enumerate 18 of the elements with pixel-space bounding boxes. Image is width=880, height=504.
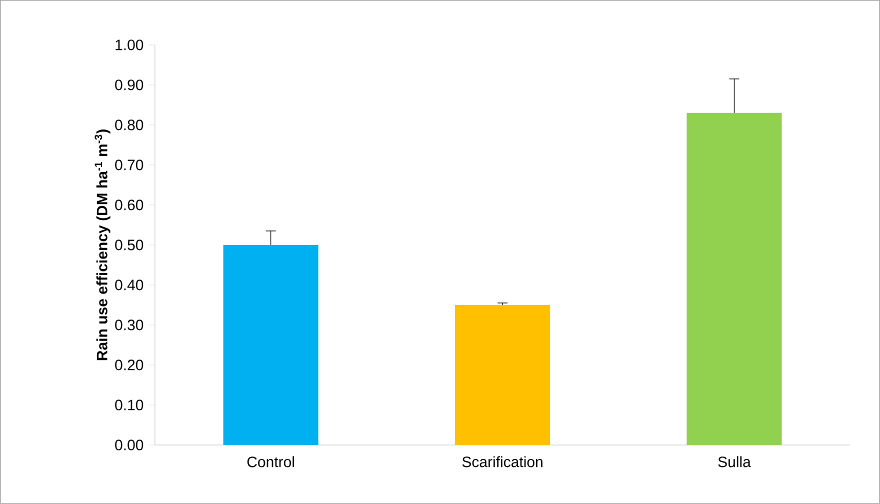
y-tick-label: 0.20 [115, 360, 144, 370]
y-axis-title: Rain use efficiency (DM ha$^{-1}$ m$^{-3}$) [94, 130, 110, 360]
y-tick-label: 0.10 [115, 400, 144, 410]
y-tick-label: 0.60 [115, 200, 144, 210]
y-tick-label: 0.80 [115, 120, 144, 130]
y-tick-label: 0.90 [115, 80, 144, 90]
bar [223, 244, 318, 446]
y-tick-label: 1.00 [116, 40, 144, 50]
y-tick-label: 0.00 [115, 440, 144, 450]
x-tick-label: Control [247, 456, 294, 468]
x-tick-label: Sulla [718, 456, 751, 468]
x-tick-label: Scarification [462, 456, 542, 468]
y-tick-label: 0.30 [115, 320, 144, 330]
y-tick-label: 0.70 [115, 160, 144, 170]
bar [455, 305, 550, 446]
y-tick-label: 0.40 [115, 280, 144, 290]
bar [686, 112, 782, 446]
y-tick-label: 0.50 [115, 240, 144, 250]
